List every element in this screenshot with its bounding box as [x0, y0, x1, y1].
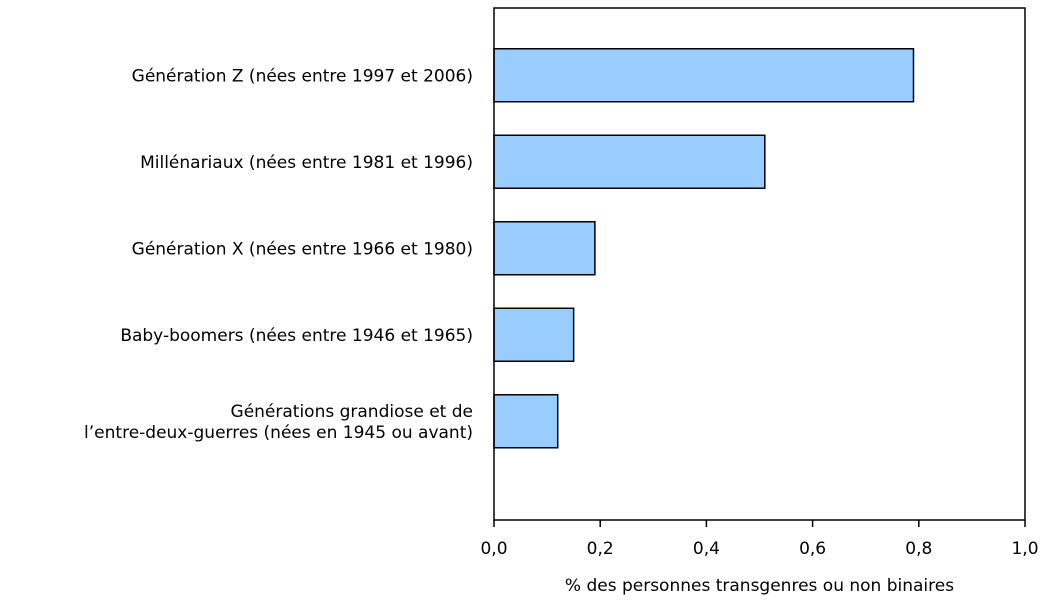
category-label-line: Baby-boomers (nées entre 1946 et 1965) — [120, 326, 473, 346]
category-label-line: Millénariaux (nées entre 1981 et 1996) — [140, 153, 473, 173]
x-tick-label: 0,2 — [587, 539, 614, 559]
bar-3 — [493, 307, 575, 362]
category-label-line: Générations grandiose et de — [231, 402, 473, 422]
category-label-line: l’entre-deux-guerres (nées en 1945 ou av… — [84, 423, 473, 443]
category-label-0: Génération Z (nées entre 1997 et 2006) — [132, 66, 473, 86]
bars-group — [493, 48, 915, 449]
plot-frame — [493, 7, 1026, 521]
category-label-3: Baby-boomers (nées entre 1946 et 1965) — [120, 326, 473, 346]
x-tick-label: 0,8 — [905, 539, 932, 559]
x-tick-label: 0,0 — [480, 539, 507, 559]
category-label-2: Génération X (nées entre 1966 et 1980) — [132, 239, 473, 259]
x-tick-label: 1,0 — [1011, 539, 1038, 559]
bar-2 — [493, 221, 596, 276]
category-label-1: Millénariaux (nées entre 1981 et 1996) — [140, 153, 473, 173]
category-labels: Génération Z (nées entre 1997 et 2006) Mi… — [84, 66, 473, 443]
x-axis-title: % des personnes transgenres ou non binai… — [565, 576, 954, 596]
bar-4 — [493, 394, 559, 449]
category-label-4: Générations grandiose et de l’entre-deux-… — [84, 402, 473, 443]
bar-1 — [493, 134, 766, 189]
x-axis-ticks: 0,0 0,2 0,4 0,6 0,8 1,0 — [480, 520, 1039, 559]
bar-0 — [493, 48, 915, 103]
category-label-line: Génération Z (nées entre 1997 et 2006) — [132, 66, 473, 86]
x-tick-label: 0,4 — [693, 539, 720, 559]
category-label-line: Génération X (nées entre 1966 et 1980) — [132, 239, 473, 259]
x-tick-label: 0,6 — [799, 539, 826, 559]
